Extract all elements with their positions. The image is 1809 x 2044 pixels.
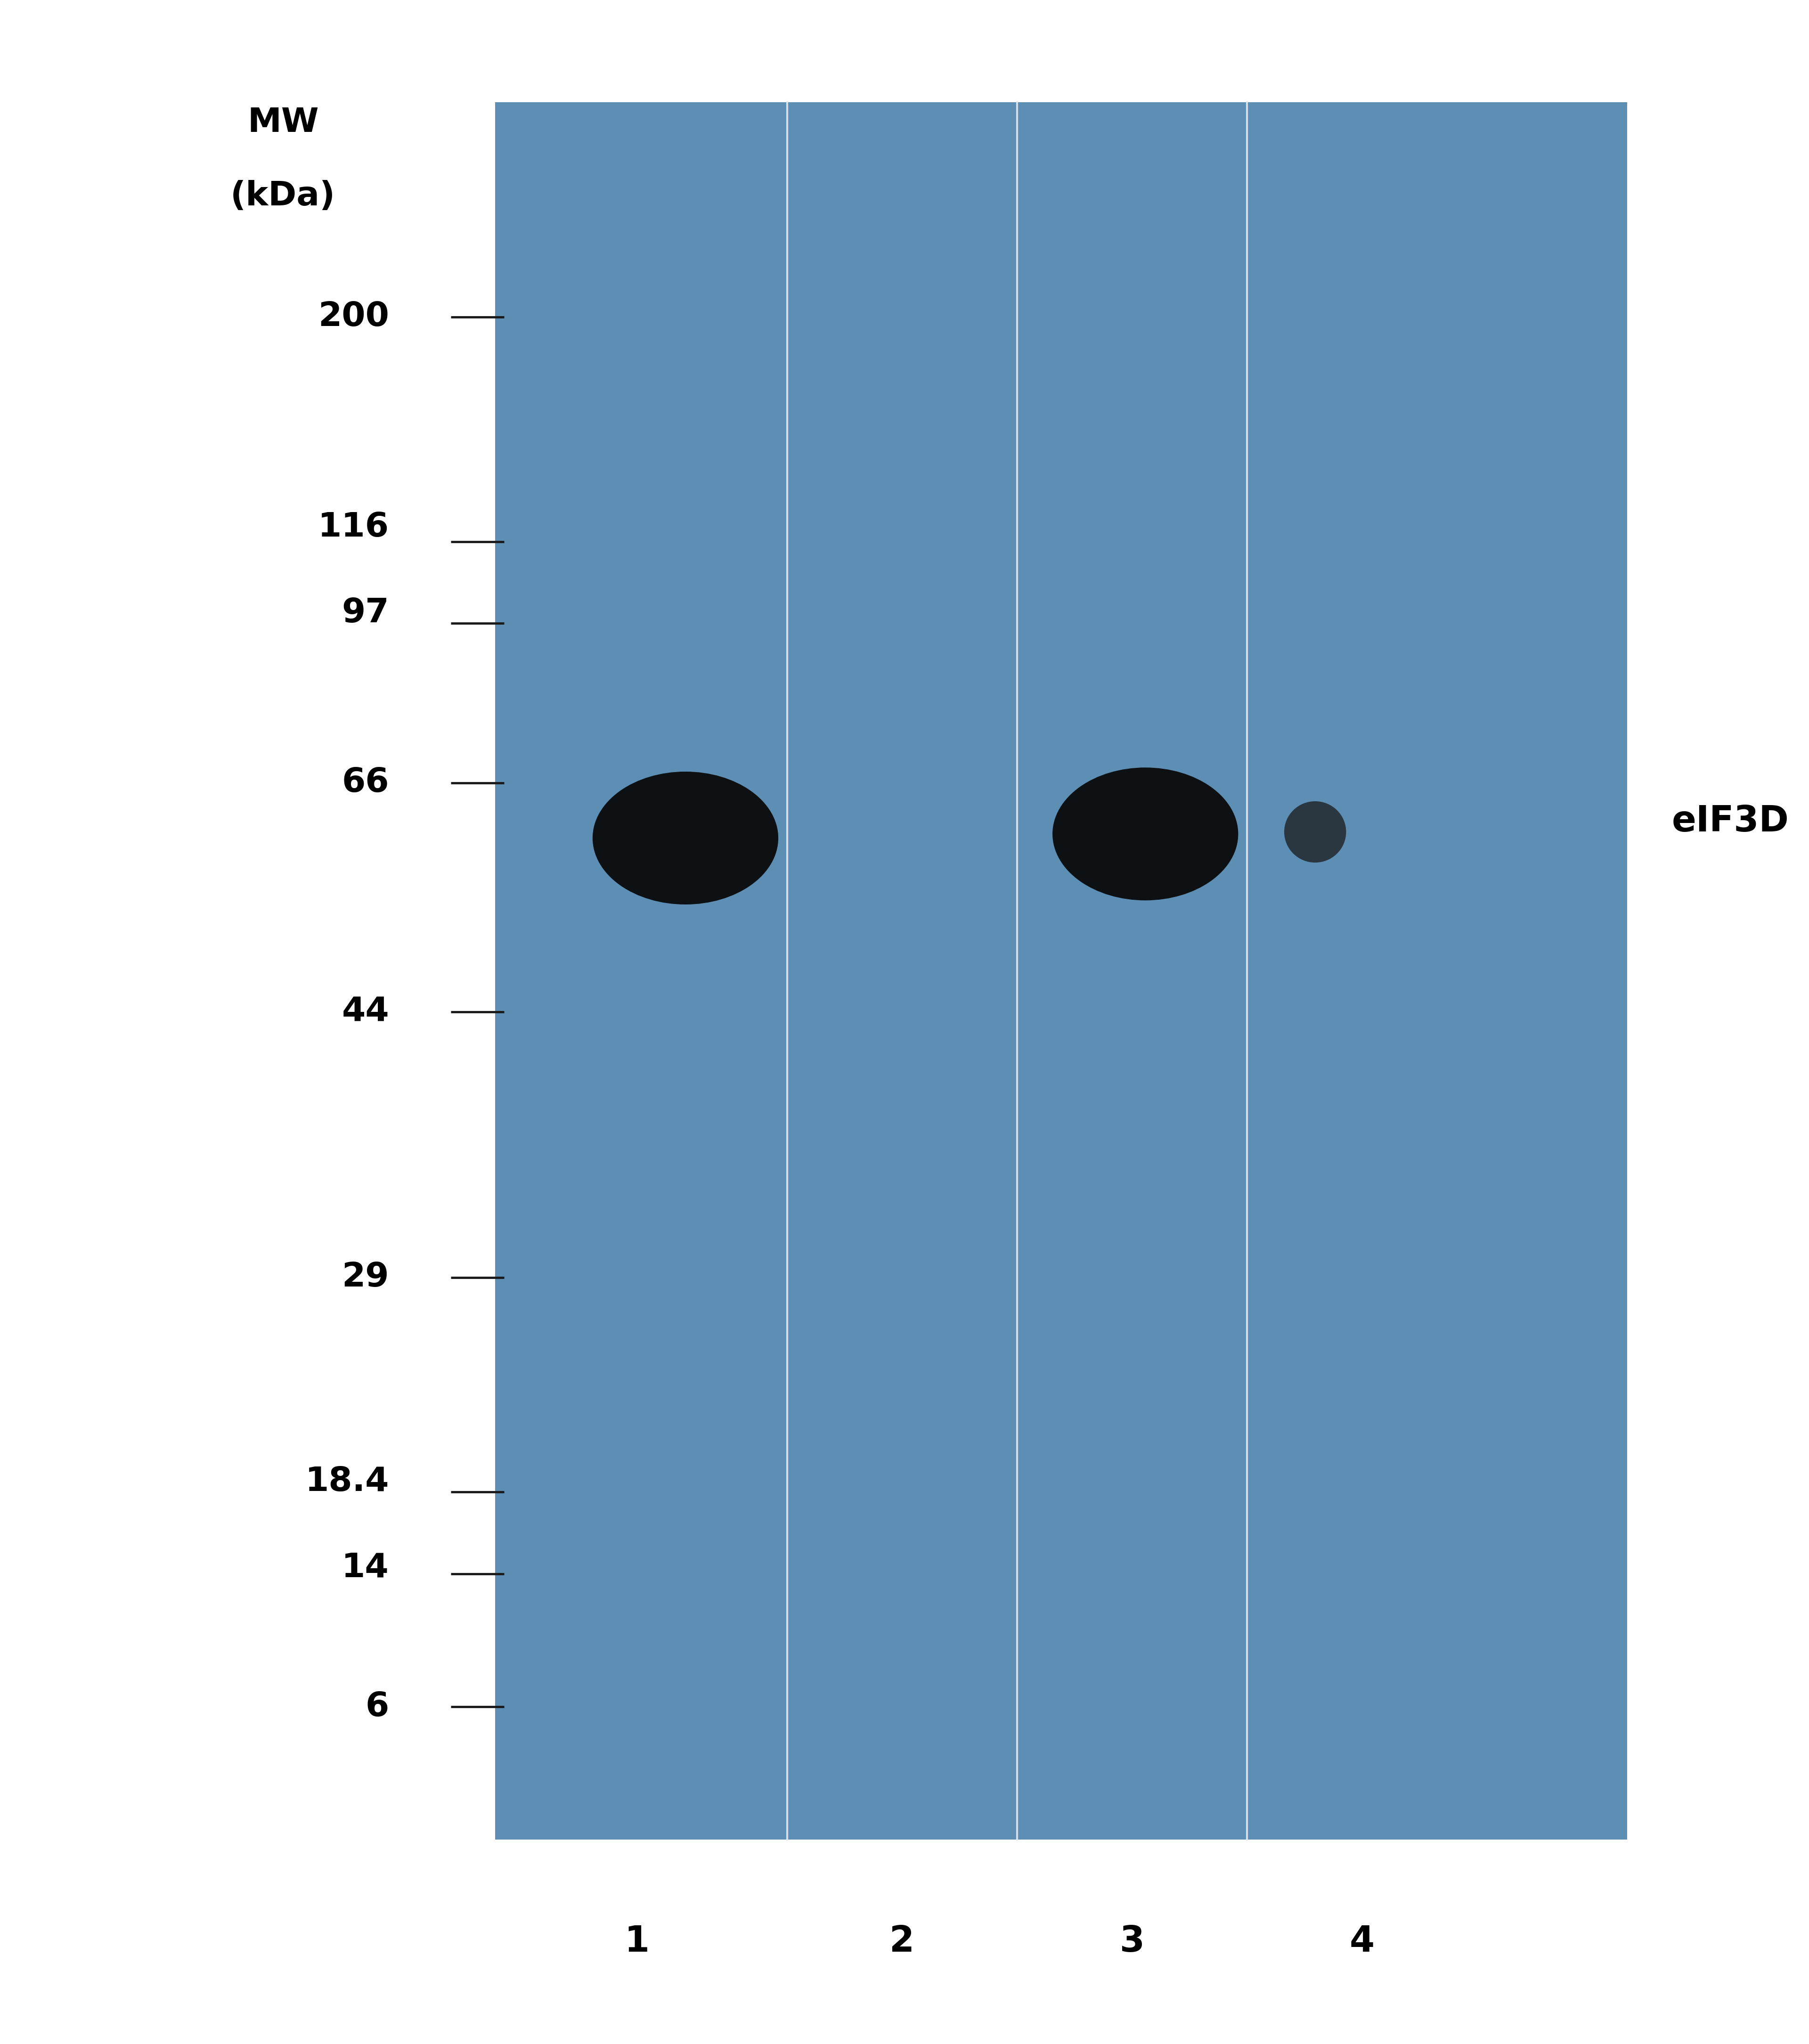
Text: 97: 97 [342,597,389,630]
Text: eIF3D: eIF3D [1672,803,1789,840]
Text: 29: 29 [342,1261,389,1294]
Text: 1: 1 [624,1923,649,1960]
Text: 66: 66 [342,766,389,799]
Text: 18.4: 18.4 [306,1466,389,1498]
Text: 14: 14 [342,1551,389,1584]
Text: (kDa): (kDa) [230,180,336,213]
Text: 116: 116 [318,511,389,544]
Text: 2: 2 [890,1923,915,1960]
Text: MW: MW [248,106,318,139]
Ellipse shape [593,773,778,905]
Text: 3: 3 [1120,1923,1145,1960]
Text: 200: 200 [318,300,389,333]
Text: 4: 4 [1350,1923,1375,1960]
Ellipse shape [1053,769,1237,901]
Text: 44: 44 [342,995,389,1028]
Ellipse shape [1284,801,1346,863]
Text: 6: 6 [365,1690,389,1723]
FancyBboxPatch shape [496,102,1628,1840]
